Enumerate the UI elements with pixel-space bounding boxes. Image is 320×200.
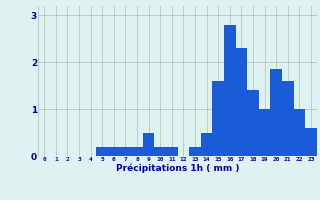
Bar: [166, 147, 178, 156]
Bar: [212, 81, 224, 156]
Bar: [96, 147, 108, 156]
Bar: [201, 133, 212, 156]
Bar: [259, 109, 270, 156]
Bar: [224, 25, 236, 156]
X-axis label: Précipitations 1h ( mm ): Précipitations 1h ( mm ): [116, 164, 239, 173]
Bar: [305, 128, 317, 156]
Bar: [143, 133, 155, 156]
Bar: [270, 69, 282, 156]
Bar: [236, 48, 247, 156]
Bar: [131, 147, 143, 156]
Bar: [120, 147, 131, 156]
Bar: [294, 109, 305, 156]
Bar: [282, 81, 294, 156]
Bar: [155, 147, 166, 156]
Bar: [108, 147, 120, 156]
Bar: [247, 90, 259, 156]
Bar: [189, 147, 201, 156]
